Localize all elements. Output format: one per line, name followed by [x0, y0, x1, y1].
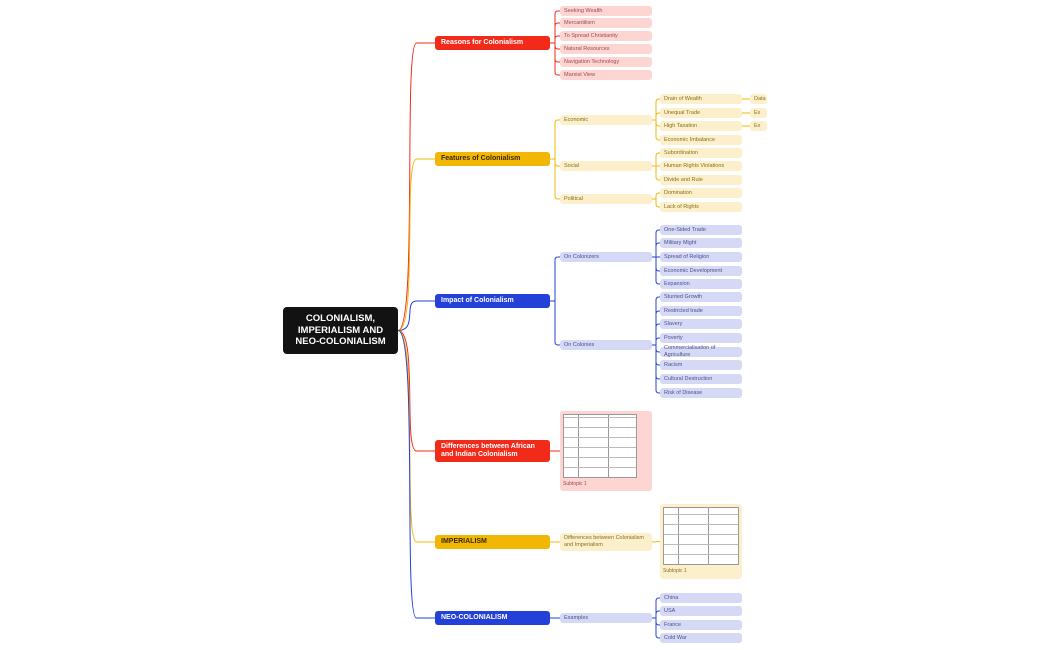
connector-line	[397, 300, 435, 331]
subtopic[interactable]: High Taxation	[660, 121, 742, 131]
connector-line	[397, 330, 435, 619]
subtopic[interactable]: Racism	[660, 360, 742, 370]
connector-line	[550, 42, 560, 76]
connector-line	[652, 337, 660, 346]
subtopic-image[interactable]: Subtopic 1	[660, 504, 742, 579]
topic-neo-colonialism[interactable]: NEO-COLONIALISM	[435, 611, 550, 625]
subtopic[interactable]: Natural Resources	[560, 44, 652, 54]
subtopic[interactable]: Domination	[660, 188, 742, 198]
comparison-table-image	[563, 414, 637, 478]
subtopic[interactable]: Cultural Destruction	[660, 374, 742, 384]
subtopic[interactable]: To Spread Christianity	[560, 31, 652, 41]
subtopic[interactable]: Subordination	[660, 148, 742, 158]
topic-impact[interactable]: Impact of Colonialism	[435, 294, 550, 308]
connector-line	[652, 229, 660, 258]
subtopic[interactable]: Ex	[750, 121, 767, 131]
connector-line	[652, 323, 660, 346]
subtopic[interactable]: China	[660, 593, 742, 603]
topic-differences[interactable]: Differences between African and Indian C…	[435, 440, 550, 462]
subtopic[interactable]: Risk of Disease	[660, 388, 742, 398]
subtopic[interactable]: Poverty	[660, 333, 742, 343]
connector-line	[652, 617, 660, 639]
connector-line	[550, 119, 560, 160]
subtopic[interactable]: France	[660, 620, 742, 630]
connector-line	[652, 165, 660, 181]
connector-line	[652, 112, 660, 121]
subtopic[interactable]: Unequal Trade	[660, 108, 742, 118]
subtopic[interactable]: Divide and Rule	[660, 175, 742, 185]
connector-line	[397, 330, 435, 543]
subtopic[interactable]: Navigation Technology	[560, 57, 652, 67]
connector-line	[550, 256, 560, 302]
connector-line	[652, 310, 660, 346]
connector-line	[397, 42, 435, 331]
subtopic[interactable]: Seeking Wealth	[560, 6, 652, 16]
central-topic[interactable]: COLONIALISM, IMPERIALISM AND NEO-COLONIA…	[283, 307, 398, 354]
connector-line	[652, 344, 660, 394]
connector-line	[651, 541, 661, 543]
subtopic-on-colonizers[interactable]: On Colonizers	[560, 252, 652, 262]
subtopic[interactable]: Human Rights Violations	[660, 161, 742, 171]
subtopic[interactable]: Expansion	[660, 279, 742, 289]
subtopic-examples[interactable]: Examples	[560, 613, 652, 623]
topic-imperialism[interactable]: IMPERIALISM	[435, 535, 550, 549]
connector-line	[550, 22, 560, 44]
subtopic-caption: Subtopic 1	[563, 481, 587, 487]
subtopic-political[interactable]: Political	[560, 194, 652, 204]
subtopic[interactable]: Drain of Wealth	[660, 94, 742, 104]
connector-line	[550, 35, 560, 44]
subtopic[interactable]: Military Might	[660, 238, 742, 248]
subtopic[interactable]: Commercialisation of Agriculture	[660, 345, 742, 358]
subtopic-on-colonies[interactable]: On Colonies	[560, 340, 652, 350]
connector-line	[652, 597, 660, 619]
connector-line	[550, 158, 560, 200]
subtopic[interactable]: Restricted trade	[660, 306, 742, 316]
subtopic[interactable]: Ex	[750, 108, 767, 118]
subtopic[interactable]: Slavery	[660, 319, 742, 329]
subtopic[interactable]: Marxist View	[560, 70, 652, 80]
connector-line	[652, 256, 660, 285]
subtopic-economic[interactable]: Economic	[560, 115, 652, 125]
subtopic[interactable]: Economic Imbalance	[660, 135, 742, 145]
connector-line	[652, 296, 660, 346]
connector-line	[652, 242, 660, 258]
subtopic[interactable]: USA	[660, 606, 742, 616]
topic-features[interactable]: Features of Colonialism	[435, 152, 550, 166]
topic-reasons[interactable]: Reasons for Colonialism	[435, 36, 550, 50]
subtopic-image[interactable]: Subtopic 1	[560, 411, 652, 491]
subtopic-social[interactable]: Social	[560, 161, 652, 171]
subtopic[interactable]: Stunted Growth	[660, 292, 742, 302]
subtopic[interactable]: Data	[750, 94, 767, 104]
subtopic-caption: Subtopic 1	[663, 568, 687, 574]
subtopic[interactable]: Lack of Rights	[660, 202, 742, 212]
subtopic[interactable]: Spread of Religion	[660, 252, 742, 262]
connector-line	[652, 192, 660, 200]
subtopic[interactable]: Mercantilism	[560, 18, 652, 28]
subtopic[interactable]: One-Sided Trade	[660, 225, 742, 235]
connector-line	[550, 300, 560, 346]
subtopic[interactable]: Cold War	[660, 633, 742, 643]
comparison-table-image	[663, 507, 739, 565]
connector-line	[652, 119, 660, 141]
connector-line	[397, 330, 435, 452]
connector-line	[652, 152, 660, 167]
connector-line	[550, 10, 560, 44]
connector-line	[397, 158, 435, 331]
subtopic[interactable]: Differences between Colonialism and Impe…	[560, 533, 652, 551]
connector-line	[652, 610, 660, 619]
connector-line	[652, 198, 660, 208]
subtopic[interactable]: Economic Development	[660, 266, 742, 276]
connector-line	[652, 98, 660, 121]
